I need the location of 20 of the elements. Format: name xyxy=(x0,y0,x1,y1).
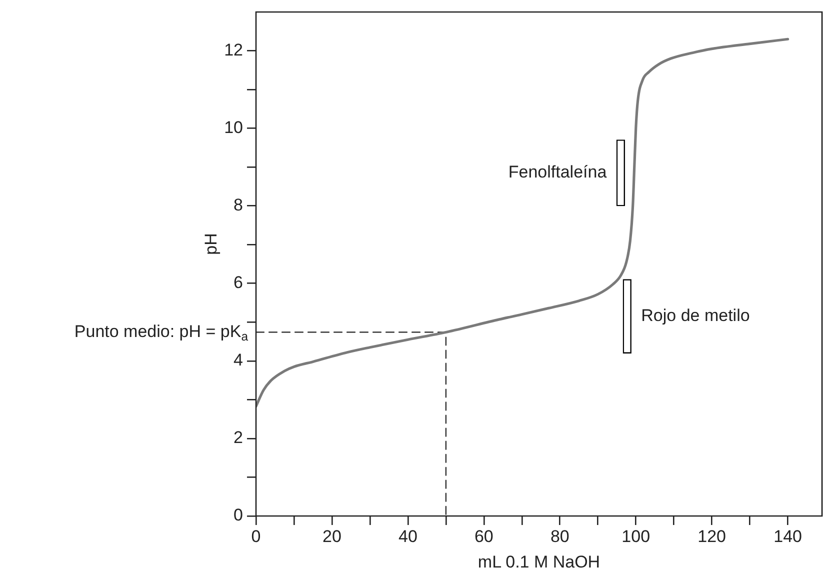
x-tick-label: 80 xyxy=(550,526,570,546)
y-tick-label: 12 xyxy=(224,40,243,60)
x-tick-label: 40 xyxy=(398,526,418,546)
x-tick-label: 0 xyxy=(251,526,261,546)
y-tick-label: 10 xyxy=(224,118,243,137)
y-tick-label: 4 xyxy=(234,350,243,370)
x-tick-label: 140 xyxy=(774,526,802,546)
x-axis-title: mL 0.1 M NaOH xyxy=(478,552,600,572)
x-tick-label: 120 xyxy=(698,526,726,546)
y-tick-label: 6 xyxy=(234,273,243,292)
x-tick-label: 60 xyxy=(474,526,494,546)
line-series xyxy=(256,38,790,408)
y-tick-label: 8 xyxy=(234,196,243,215)
y-tick-label: 0 xyxy=(234,506,243,525)
x-tick-label: 20 xyxy=(322,526,342,546)
series-label: Rojo de metilo xyxy=(641,306,750,326)
y-axis-title: pH xyxy=(202,233,221,255)
series-label: Fenolftaleína xyxy=(508,162,608,182)
x-tick-label: 100 xyxy=(622,526,650,546)
y-tick-label: 2 xyxy=(234,428,243,448)
